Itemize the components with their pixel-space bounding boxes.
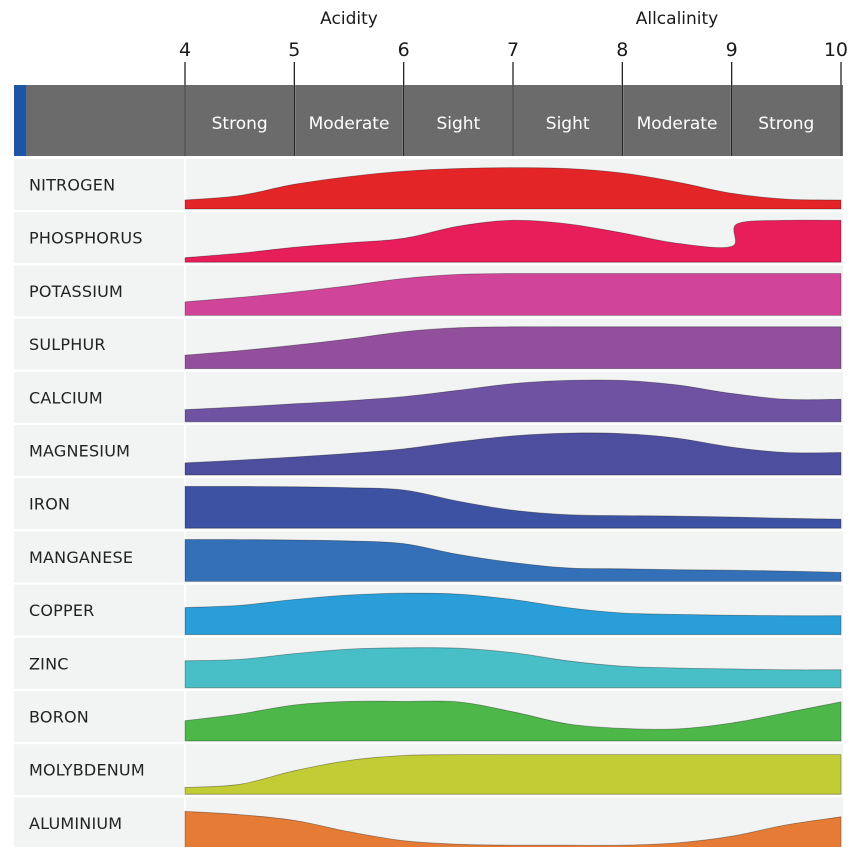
nutrient-row: IRON [14,478,843,530]
nutrient-row: CALCIUM [14,371,843,423]
series-area-copper [184,592,842,635]
header-bar [14,85,843,156]
series-area-iron [184,485,842,529]
ph-scale: 4 5 6 7 8 9 10 [179,39,848,156]
row-background [14,797,843,847]
series-area-molybdenum [184,754,842,795]
acidity-title: Acidity [320,9,378,29]
nutrient-row: MOLYBDENUM [14,744,843,796]
nutrient-row: BORON [14,691,843,742]
row-label: ZINC [29,654,69,673]
nutrient-row: ZINC [14,637,843,689]
nutrient-row: NITROGEN [14,159,843,210]
row-label: IRON [29,495,70,514]
nutrient-row: COPPER [14,584,843,636]
alkalinity-title: Allcalinity [636,9,719,29]
row-label: CALCIUM [29,388,103,407]
ph-tick-label: 9 [726,39,738,61]
series-area-boron [184,700,842,742]
zone-label: Strong [212,114,268,134]
ph-tick-label: 4 [179,39,191,61]
row-label: POTASSIUM [29,282,123,301]
nutrient-row: PHOSPHORUS [14,212,843,264]
nutrient-row: ALUMINIUM [14,797,843,847]
row-label: BORON [29,708,89,727]
zone-label: Strong [758,114,814,134]
row-label: SULPHUR [29,335,106,354]
row-label: MAGNESIUM [29,442,130,461]
series-area-zinc [184,647,842,689]
row-label: MOLYBDENUM [29,761,145,780]
series-area-sulphur [184,326,842,369]
series-area-nitrogen [184,167,842,210]
ph-tick-label: 7 [507,39,519,61]
nutrient-row: MANGANESE [14,531,843,583]
zone-label: Moderate [637,114,718,134]
row-label: NITROGEN [29,176,115,195]
series-area-phosphorus [184,219,842,263]
nutrient-row: SULPHUR [14,318,843,370]
ph-tick-label: 6 [398,39,410,61]
series-area-manganese [184,539,842,582]
series-area-magnesium [184,432,842,476]
header-accent [14,85,26,156]
nutrient-row: POTASSIUM [14,265,843,317]
series-area-aluminium [184,810,842,847]
ph-tick-label: 10 [824,39,848,61]
series-area-potassium [184,273,842,316]
row-label: MANGANESE [29,548,133,567]
series-area-calcium [184,379,842,423]
row-label: COPPER [29,601,95,620]
row-label: PHOSPHORUS [29,229,143,248]
ph-header: Strong Moderate Sight Sight Moderate Strong [14,85,843,156]
zone-label: Moderate [309,114,390,134]
row-label: ALUMINIUM [29,814,122,833]
ph-tick-label: 8 [616,39,628,61]
zone-label: Sight [436,114,480,134]
nutrient-row: MAGNESIUM [14,425,843,476]
zone-label: Sight [546,114,590,134]
ph-tick-label: 5 [288,39,300,61]
nutrient-rows: NITROGEN PHOSPHORUS POTASSIUM SULPHUR CALCIU… [14,159,843,847]
